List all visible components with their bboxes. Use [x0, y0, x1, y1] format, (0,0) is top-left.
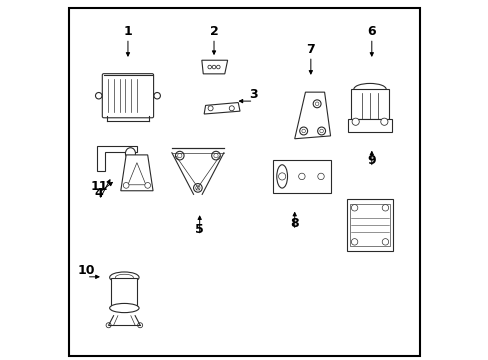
Circle shape [299, 127, 307, 135]
Circle shape [154, 93, 160, 99]
Circle shape [175, 151, 183, 160]
Text: 5: 5 [195, 222, 203, 235]
Bar [348, 119, 391, 132]
Text: 6: 6 [367, 25, 375, 39]
Ellipse shape [109, 303, 139, 312]
Circle shape [137, 323, 142, 328]
FancyBboxPatch shape [102, 74, 153, 118]
Polygon shape [202, 60, 227, 74]
Ellipse shape [353, 84, 386, 95]
Circle shape [312, 100, 321, 108]
Text: 4: 4 [95, 187, 103, 200]
Circle shape [123, 183, 129, 188]
Circle shape [208, 106, 213, 111]
Circle shape [317, 173, 324, 180]
Text: 3: 3 [249, 88, 257, 101]
Polygon shape [203, 103, 240, 114]
Circle shape [213, 153, 218, 158]
Text: 10: 10 [78, 264, 95, 277]
Ellipse shape [115, 274, 133, 280]
Circle shape [229, 106, 234, 111]
Bar [346, 199, 392, 251]
Bar [351, 89, 388, 120]
Circle shape [207, 65, 211, 69]
Ellipse shape [276, 165, 287, 188]
Circle shape [315, 102, 318, 105]
Circle shape [144, 183, 150, 188]
Polygon shape [128, 163, 145, 185]
Bar [349, 204, 389, 246]
Ellipse shape [125, 148, 135, 159]
Circle shape [382, 204, 388, 211]
Circle shape [380, 118, 387, 125]
Circle shape [301, 129, 305, 133]
Circle shape [106, 323, 111, 328]
Polygon shape [294, 92, 330, 139]
Text: 2: 2 [209, 25, 218, 39]
Circle shape [193, 184, 202, 192]
Ellipse shape [109, 272, 139, 283]
Text: 1: 1 [123, 25, 132, 39]
Polygon shape [121, 155, 153, 191]
Circle shape [351, 118, 359, 125]
Circle shape [298, 173, 305, 180]
Circle shape [211, 151, 220, 160]
Circle shape [317, 127, 325, 135]
Bar [111, 278, 137, 308]
Polygon shape [97, 145, 137, 171]
Text: 11: 11 [90, 180, 108, 193]
Circle shape [319, 129, 323, 133]
Text: 8: 8 [290, 217, 298, 230]
Circle shape [195, 186, 200, 190]
Text: 9: 9 [367, 154, 375, 167]
Circle shape [351, 204, 357, 211]
Circle shape [278, 173, 285, 180]
Circle shape [177, 153, 182, 158]
Text: 7: 7 [306, 43, 315, 56]
Bar [273, 160, 330, 193]
Circle shape [95, 93, 102, 99]
Circle shape [216, 65, 220, 69]
Circle shape [212, 65, 215, 69]
Circle shape [382, 239, 388, 245]
Circle shape [351, 239, 357, 245]
